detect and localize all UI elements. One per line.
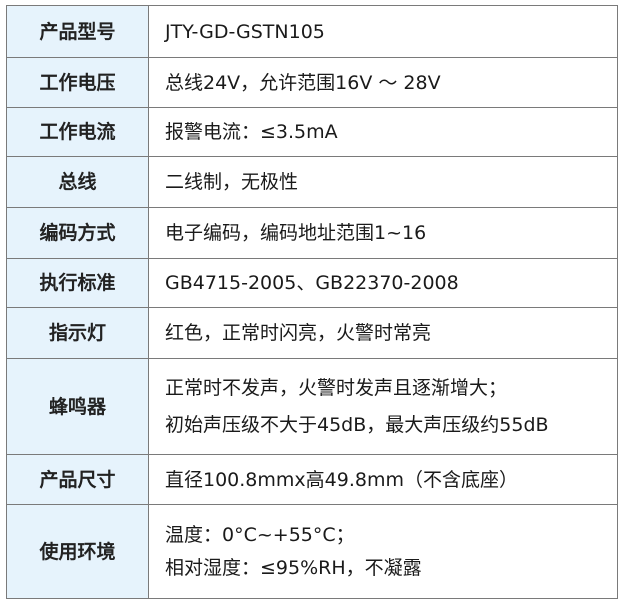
table-row: 工作电流 报警电流：≤3.5mA [6,107,618,157]
table-row: 总线 二线制，无极性 [6,156,618,208]
row-label: 产品尺寸 [6,454,149,505]
row-label: 使用环境 [6,504,149,599]
row-value: 二线制，无极性 [148,156,618,208]
row-label: 工作电流 [6,107,149,157]
value-line: GB4715-2005、GB22370-2008 [165,272,459,294]
value-line: 正常时不发声，火警时发声且逐渐增大； [165,376,508,399]
value-line: 二线制，无极性 [165,171,299,193]
value-line: 电子编码，编码地址范围1~16 [165,222,427,244]
value-line: 总线24V，允许范围16V ～ 28V [165,71,441,94]
value-line: 报警电流：≤3.5mA [165,121,338,143]
row-value: 温度：0°C~+55°C； 相对湿度：≤95%RH，不凝露 [148,504,618,599]
row-value: GB4715-2005、GB22370-2008 [148,258,618,308]
value-line: 温度：0°C~+55°C； [165,523,355,546]
table-row: 产品尺寸 直径100.8mmx高49.8mm（不含底座） [6,454,618,505]
value-line: 红色，正常时闪亮，火警时常亮 [165,322,432,344]
row-value: 电子编码，编码地址范围1~16 [148,207,618,259]
row-value: JTY-GD-GSTN105 [148,5,618,58]
table-row: 工作电压 总线24V，允许范围16V ～ 28V [6,57,618,108]
value-line: 相对湿度：≤95%RH，不凝露 [165,556,422,579]
value-line: 初始声压级不大于45dB，最大声压级约55dB [165,413,549,436]
row-value: 红色，正常时闪亮，火警时常亮 [148,307,618,359]
value-line: JTY-GD-GSTN105 [165,20,325,43]
row-value: 直径100.8mmx高49.8mm（不含底座） [148,454,618,505]
row-label: 指示灯 [6,307,149,359]
row-value: 报警电流：≤3.5mA [148,107,618,157]
row-label: 产品型号 [6,5,149,58]
table-row: 使用环境 温度：0°C~+55°C； 相对湿度：≤95%RH，不凝露 [6,504,618,599]
row-label: 总线 [6,156,149,208]
table-row: 编码方式 电子编码，编码地址范围1~16 [6,207,618,259]
value-line: 直径100.8mmx高49.8mm（不含底座） [165,468,518,491]
table-row: 指示灯 红色，正常时闪亮，火警时常亮 [6,307,618,359]
row-label: 蜂鸣器 [6,358,149,455]
row-label: 编码方式 [6,207,149,259]
row-value: 正常时不发声，火警时发声且逐渐增大； 初始声压级不大于45dB，最大声压级约55… [148,358,618,455]
table-row: 蜂鸣器 正常时不发声，火警时发声且逐渐增大； 初始声压级不大于45dB，最大声压… [6,358,618,455]
spec-table: 产品型号 JTY-GD-GSTN105 工作电压 总线24V，允许范围16V ～… [6,5,618,599]
row-label: 执行标准 [6,258,149,308]
row-label: 工作电压 [6,57,149,108]
table-row: 产品型号 JTY-GD-GSTN105 [6,5,618,58]
row-value: 总线24V，允许范围16V ～ 28V [148,57,618,108]
table-row: 执行标准 GB4715-2005、GB22370-2008 [6,258,618,308]
